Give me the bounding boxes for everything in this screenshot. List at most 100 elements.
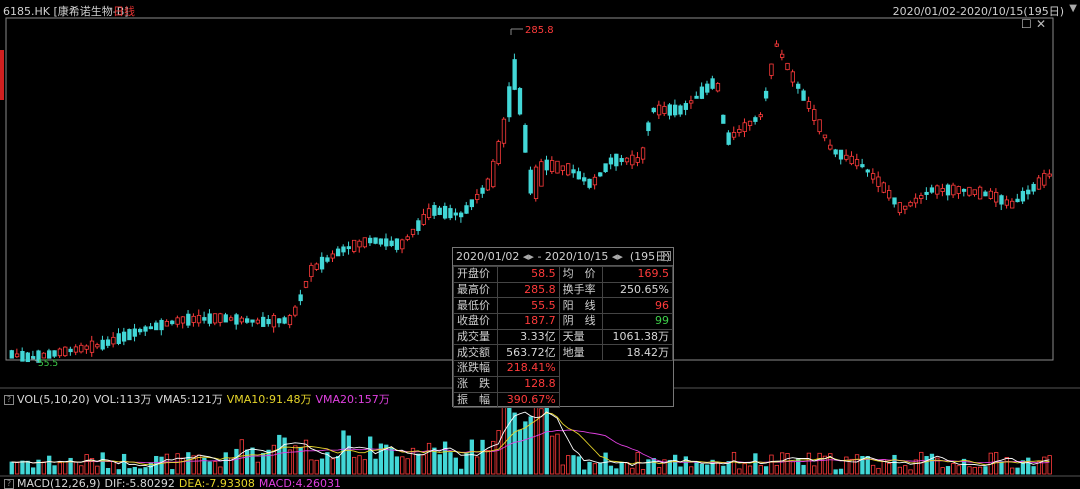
candle (646, 122, 651, 132)
candle (935, 185, 940, 195)
stat-label: 阳 线 (558, 297, 604, 315)
stat-label: 阴 线 (558, 313, 604, 330)
candle (582, 177, 587, 182)
candle (89, 340, 95, 353)
close-icon[interactable]: ✕ (661, 251, 671, 261)
stat-label: 换手率 (558, 281, 604, 299)
candle (132, 328, 137, 337)
period-label[interactable]: 日线 (113, 5, 135, 18)
candle (972, 189, 977, 195)
candle (416, 220, 421, 231)
candle (940, 188, 945, 192)
candle (929, 187, 935, 193)
volume-bar (1026, 457, 1031, 475)
volume-bar (619, 461, 624, 475)
candle (223, 314, 228, 323)
candle (887, 190, 892, 199)
candle (678, 105, 683, 115)
stat-label: 振 幅 (453, 391, 498, 409)
candle (598, 172, 603, 177)
volume-bar (924, 456, 929, 475)
volume-bar (683, 456, 688, 475)
volume-bar (967, 466, 972, 475)
volume-bar (41, 461, 46, 475)
candle (282, 317, 287, 324)
candle (881, 182, 886, 193)
volume-bar (796, 458, 801, 475)
candle (689, 100, 694, 104)
volume-bar (598, 462, 603, 475)
volume-bar (737, 468, 742, 475)
volume-bar (571, 455, 576, 475)
volume-bar (608, 465, 614, 475)
candle (780, 53, 785, 58)
candle (774, 43, 779, 47)
candle (207, 313, 212, 324)
volume-bar (351, 456, 357, 475)
stats-header: 2020/01/02 ◂▸ - 2020/10/15 ◂▸ (195日) ✕ (453, 248, 673, 266)
stat-label: 涨跌幅 (453, 360, 498, 377)
candle (667, 104, 672, 116)
stat-label: 成交额 (453, 344, 498, 362)
volume-bar (389, 447, 394, 475)
candle (63, 346, 68, 357)
stat-value: 58.5 (496, 266, 560, 283)
maximize-icon[interactable]: ☐ (1021, 17, 1032, 31)
candle (640, 147, 646, 160)
volume-bar (566, 455, 571, 475)
stats-row: 最高价 285.8 换手率 250.65% (453, 281, 673, 299)
close-icon[interactable]: ✕ (1036, 17, 1047, 31)
candle (351, 239, 357, 252)
candle (833, 149, 838, 155)
volume-bar (239, 439, 244, 475)
candle (710, 78, 715, 89)
candle (1004, 199, 1009, 206)
candle (255, 319, 261, 324)
candle (608, 157, 614, 165)
volume-bar (646, 459, 651, 475)
candle (892, 197, 897, 205)
volume-bar (68, 457, 73, 475)
volume-bar (496, 430, 501, 475)
candle (47, 350, 52, 359)
volume-bar (448, 452, 453, 475)
candle (36, 350, 41, 363)
triangle-down-icon[interactable]: ▼ (1069, 3, 1077, 14)
candle (897, 202, 902, 214)
volume-bar (287, 449, 293, 475)
volume-bar (822, 455, 828, 475)
volume-bar (25, 460, 30, 475)
volume-bar (544, 405, 549, 475)
volume-bar (458, 468, 464, 475)
candle (100, 339, 105, 350)
stat-value: 285.8 (496, 281, 560, 299)
candle (469, 199, 475, 208)
candle (721, 114, 726, 124)
volume-bar (972, 466, 977, 475)
volume-bar (485, 450, 491, 475)
candle (464, 205, 469, 214)
candle (806, 101, 812, 109)
candle (785, 62, 790, 71)
volume-bar (175, 453, 180, 475)
candle (592, 176, 598, 186)
volume-bar (127, 468, 132, 475)
candle (913, 197, 919, 204)
candle (673, 104, 678, 116)
help-icon[interactable]: ? (4, 479, 14, 489)
volume-bar (774, 464, 779, 475)
candle (95, 344, 100, 348)
candle (405, 236, 410, 240)
help-icon[interactable]: ? (4, 395, 14, 405)
candle (448, 208, 453, 219)
candle (635, 157, 640, 163)
candle (116, 333, 121, 344)
candle (127, 329, 132, 341)
candle (180, 316, 186, 324)
volume-bar (887, 463, 892, 475)
volume-bar (255, 461, 261, 475)
candle (801, 90, 806, 101)
volume-bar (223, 452, 228, 475)
vma5-line (11, 411, 1050, 468)
